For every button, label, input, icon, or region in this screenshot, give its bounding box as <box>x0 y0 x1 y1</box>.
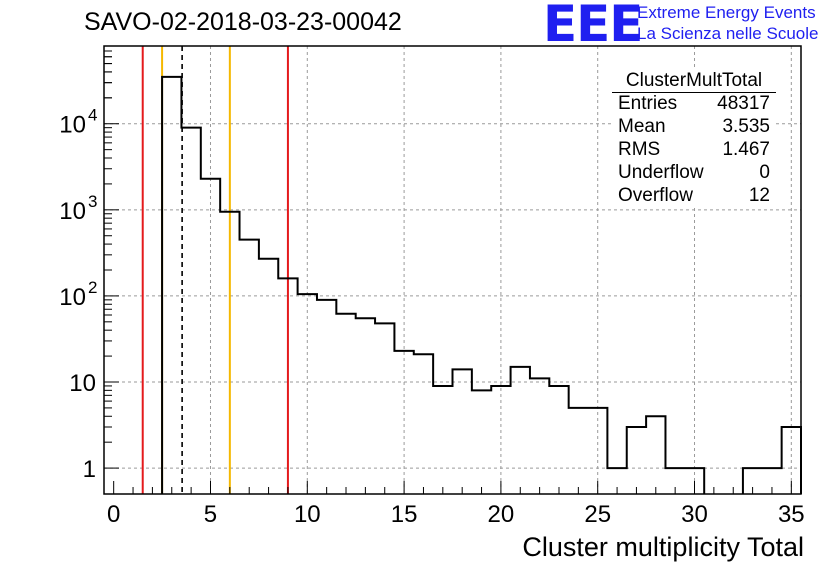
histogram-bin <box>259 259 278 494</box>
stats-value: 12 <box>748 185 770 206</box>
stats-row-underflow: Underflow 0 <box>618 162 770 185</box>
histogram-bin <box>414 354 433 494</box>
histogram-bin <box>491 386 510 494</box>
stats-title: ClusterMultTotal <box>625 70 763 91</box>
histogram-bin <box>375 323 394 494</box>
stats-value: 48317 <box>717 93 770 114</box>
histogram-bin <box>317 300 336 494</box>
stats-divider <box>612 92 776 93</box>
y-tick-label: 1 <box>83 456 96 483</box>
histogram-bin <box>278 278 297 494</box>
y-tick-label: 10 <box>59 284 86 311</box>
logo-subtitle-1: Extreme Energy Events <box>637 3 816 22</box>
eee-logo: EEE <box>543 0 643 53</box>
histogram-bin <box>240 240 259 494</box>
y-tick-label: 10 <box>69 370 96 397</box>
histogram-bin <box>646 416 665 494</box>
stats-label: RMS <box>618 139 661 160</box>
stats-label: Entries <box>618 93 678 114</box>
stats-label: Overflow <box>618 185 693 206</box>
stats-row-rms: RMS 1.467 <box>618 139 770 162</box>
y-tick-exponent: 2 <box>88 278 97 297</box>
histogram-bin <box>549 386 568 494</box>
histogram-bin <box>181 128 200 494</box>
x-tick-label: 20 <box>488 501 515 528</box>
histogram-bin <box>433 386 452 494</box>
stats-value: 0 <box>759 162 770 183</box>
y-tick-exponent: 4 <box>88 106 97 125</box>
stats-row-entries: Entries 48317 <box>618 93 770 116</box>
histogram-bin <box>569 408 588 494</box>
x-tick-label: 10 <box>294 501 321 528</box>
stats-box: ClusterMultTotal Entries 48317 Mean 3.53… <box>612 68 776 208</box>
x-tick-label: 15 <box>391 501 418 528</box>
histogram-bin <box>220 212 239 494</box>
x-tick-label: 25 <box>584 501 611 528</box>
histogram-bin <box>356 318 375 494</box>
stats-label: Underflow <box>618 162 704 183</box>
x-tick-label: 30 <box>681 501 708 528</box>
x-tick-label: 35 <box>778 501 805 528</box>
y-tick-label: 10 <box>59 198 86 225</box>
logo-subtitle-2: La Scienza nelle Scuole <box>637 24 819 43</box>
chart-title: SAVO-02-2018-03-23-00042 <box>84 8 402 36</box>
x-tick-label: 0 <box>107 501 120 528</box>
histogram-bin <box>336 314 355 494</box>
stats-label: Mean <box>618 116 666 137</box>
histogram-bin <box>530 378 549 494</box>
stats-value: 3.535 <box>722 116 770 137</box>
histogram-bin <box>298 294 317 494</box>
y-tick-exponent: 3 <box>88 192 97 211</box>
histogram-bin <box>511 367 530 494</box>
histogram-bin <box>162 77 181 494</box>
histogram-bin <box>472 390 491 494</box>
histogram-bin <box>201 179 220 494</box>
x-tick-label: 5 <box>204 501 217 528</box>
histogram-bin <box>627 427 646 494</box>
stats-row-overflow: Overflow 12 <box>618 185 770 208</box>
histogram-bin <box>394 351 413 494</box>
histogram-bin <box>453 369 472 494</box>
x-axis-label: Cluster multiplicity Total <box>522 532 804 562</box>
stats-row-mean: Mean 3.535 <box>618 116 770 139</box>
y-tick-label: 10 <box>59 112 86 139</box>
stats-value: 1.467 <box>722 139 770 160</box>
